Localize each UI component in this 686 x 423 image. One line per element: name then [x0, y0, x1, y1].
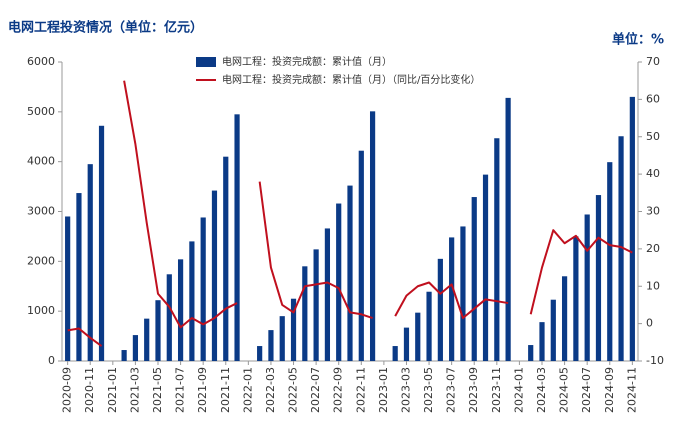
- bar: [437, 258, 443, 361]
- x-tick-label: 2022-03: [264, 367, 277, 413]
- x-tick-label: 2021-09: [196, 367, 209, 413]
- bar: [347, 185, 353, 361]
- x-tick-label: 2023-07: [445, 367, 458, 413]
- y2-tick-label: 30: [646, 205, 660, 218]
- bar: [234, 114, 240, 361]
- y2-tick-label: 60: [646, 92, 660, 105]
- legend-swatch: [196, 57, 216, 67]
- bar: [313, 249, 319, 361]
- legend-label: 电网工程：投资完成额：累计值（月）: [222, 55, 392, 68]
- x-tick-label: 2020-09: [61, 367, 74, 413]
- bar: [87, 164, 93, 361]
- x-tick-label: 2023-11: [490, 367, 503, 413]
- bar: [324, 228, 331, 361]
- y-tick-label: 6000: [27, 55, 55, 68]
- bar: [336, 203, 342, 361]
- bar: [268, 330, 274, 361]
- x-tick-label: 2022-01: [241, 367, 254, 413]
- bar: [211, 190, 218, 361]
- y2-tick-label: 50: [646, 130, 660, 143]
- x-tick-label: 2021-07: [174, 367, 187, 413]
- bar: [177, 259, 184, 361]
- bar: [166, 274, 172, 361]
- x-tick-label: 2021-01: [106, 367, 119, 413]
- bar: [65, 216, 71, 361]
- bar: [200, 217, 206, 361]
- y2-tick-label: 10: [646, 279, 660, 292]
- bar: [358, 150, 364, 361]
- bar: [392, 346, 398, 361]
- bar: [550, 299, 556, 361]
- bar: [155, 300, 161, 361]
- bar: [595, 195, 602, 361]
- y-tick-label: 0: [48, 354, 55, 367]
- bar: [369, 111, 376, 362]
- x-tick-label: 2022-11: [354, 367, 367, 413]
- x-tick-label: 2024-07: [580, 367, 593, 413]
- bar: [279, 316, 285, 361]
- bar: [121, 350, 127, 361]
- bar: [629, 96, 635, 361]
- bar: [302, 266, 308, 361]
- x-tick-label: 2024-11: [625, 367, 638, 413]
- x-tick-label: 2021-11: [219, 367, 232, 413]
- bar: [561, 276, 568, 361]
- x-tick-label: 2021-03: [128, 367, 141, 413]
- bar: [471, 197, 477, 361]
- x-tick-label: 2024-05: [558, 367, 571, 413]
- y2-tick-label: 40: [646, 167, 660, 180]
- bar: [290, 298, 297, 361]
- bar: [132, 335, 139, 361]
- bar: [505, 97, 511, 361]
- x-tick-label: 2024-01: [512, 367, 525, 413]
- chart-title: 电网工程投资情况（单位：亿元）: [8, 20, 203, 36]
- x-tick-label: 2024-03: [535, 367, 548, 413]
- bar: [482, 174, 489, 361]
- x-tick-label: 2023-03: [399, 367, 412, 413]
- bar: [189, 241, 195, 361]
- bar: [426, 291, 432, 361]
- legend-label: 电网工程：投资完成额：累计值（月）（同比/百分比变化）: [222, 73, 480, 86]
- x-tick-label: 2022-09: [332, 367, 345, 413]
- y-tick-label: 3000: [27, 205, 55, 218]
- x-tick-label: 2022-05: [287, 367, 300, 413]
- y2-tick-label: 0: [646, 317, 653, 330]
- bar: [460, 226, 466, 361]
- x-tick-label: 2021-05: [151, 367, 164, 413]
- y2-tick-label: 70: [646, 55, 660, 68]
- bar: [618, 136, 624, 361]
- bar: [223, 156, 229, 361]
- bar: [584, 214, 590, 361]
- y2-axis-label: 单位：%: [612, 32, 664, 48]
- y2-tick-label: 20: [646, 242, 660, 255]
- x-tick-label: 2023-01: [377, 367, 390, 413]
- bar: [403, 327, 410, 361]
- bar: [528, 345, 534, 361]
- bar: [144, 318, 150, 361]
- x-tick-label: 2024-09: [603, 367, 616, 413]
- y-tick-label: 5000: [27, 105, 55, 118]
- bar: [415, 312, 421, 361]
- y-tick-label: 1000: [27, 304, 55, 317]
- y2-tick-label: -10: [646, 354, 664, 367]
- line: [67, 80, 633, 347]
- y-tick-label: 4000: [27, 155, 55, 168]
- bar: [539, 322, 545, 361]
- bar: [607, 162, 613, 361]
- x-tick-label: 2023-05: [422, 367, 435, 413]
- bar: [98, 125, 105, 361]
- bar: [573, 236, 579, 361]
- x-tick-label: 2022-07: [309, 367, 322, 413]
- y-tick-label: 2000: [27, 254, 55, 267]
- x-tick-label: 2020-11: [83, 367, 96, 413]
- bar: [257, 346, 263, 361]
- bar: [76, 193, 82, 361]
- bar: [494, 138, 500, 361]
- x-tick-label: 2023-09: [467, 367, 480, 413]
- bar: [449, 237, 455, 361]
